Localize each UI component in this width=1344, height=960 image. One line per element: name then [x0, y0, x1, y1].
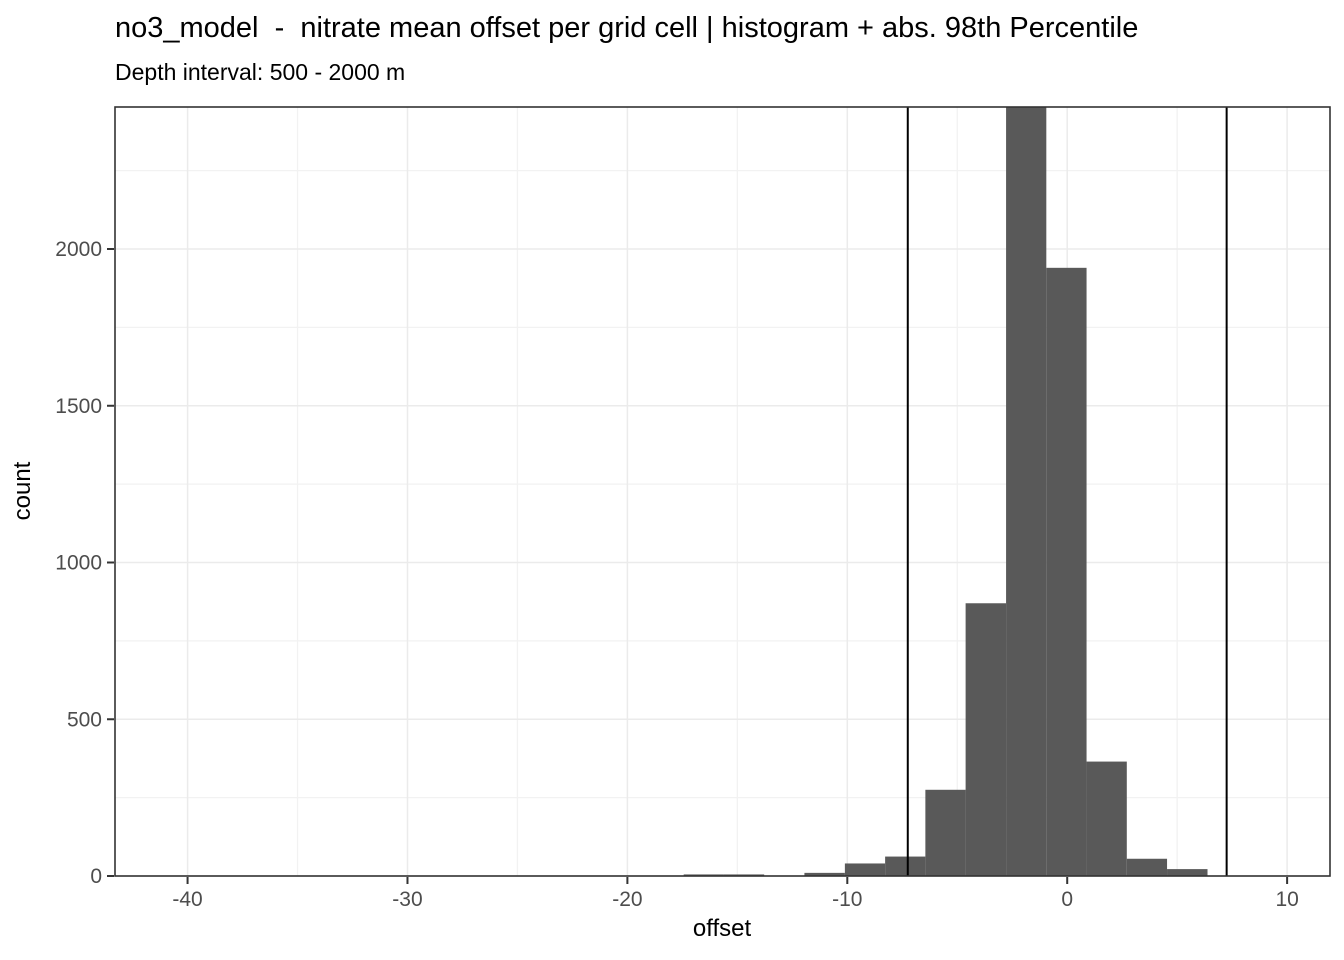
- histogram-bar: [1006, 107, 1047, 876]
- x-axis-tick-label: -40: [172, 888, 202, 911]
- chart-layers: -40 -30 -20 -10 0 10 0 500 1000 1500 2000: [55, 106, 1331, 911]
- panel-border: [114, 106, 1331, 877]
- y-axis-tick-label: 500: [67, 708, 102, 731]
- histogram-bar: [1167, 869, 1208, 876]
- x-axis-tick-label: -20: [612, 888, 642, 911]
- plot-subtitle: Depth interval: 500 - 2000 m: [115, 59, 406, 85]
- x-axis-tick-label: 0: [1061, 888, 1073, 911]
- y-axis-tick-label: 1500: [55, 395, 102, 418]
- x-axis-tick-label: -10: [832, 888, 862, 911]
- histogram-bar: [925, 789, 966, 876]
- plot-title: no3_model - nitrate mean offset per grid…: [115, 12, 1139, 44]
- y-axis-title: count: [9, 461, 36, 520]
- y-axis-tick-label: 2000: [55, 238, 102, 261]
- histogram-bar: [965, 603, 1007, 876]
- x-axis-title: offset: [693, 915, 752, 942]
- y-axis-tick-label: 1000: [55, 552, 102, 575]
- histogram-bar: [1086, 761, 1127, 876]
- x-axis-tick-label: -30: [392, 888, 422, 911]
- y-axis-tick-label: 0: [90, 865, 102, 888]
- histogram-bar: [885, 856, 926, 876]
- histogram-bar: [804, 872, 845, 876]
- histogram-bar: [1126, 858, 1168, 876]
- histogram-bar: [1046, 267, 1087, 876]
- x-axis-tick-label: 10: [1275, 888, 1298, 911]
- histogram-bar: [844, 863, 886, 876]
